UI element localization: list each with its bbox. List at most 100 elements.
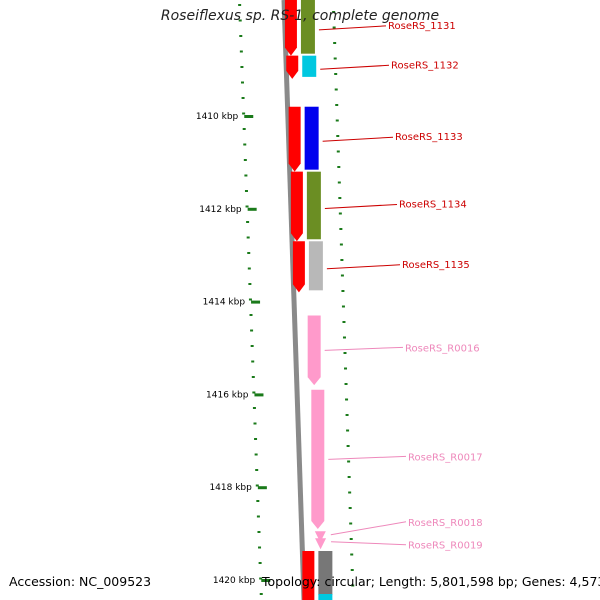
minor-tick <box>253 422 257 425</box>
cog-block <box>306 171 321 240</box>
feature-arrows <box>284 0 333 600</box>
minor-tick <box>238 19 242 22</box>
feature-label: RoseRS_1133 <box>395 132 463 143</box>
inner-tick <box>336 150 340 153</box>
inner-tick <box>334 88 338 91</box>
minor-tick <box>258 546 262 549</box>
minor-tick <box>239 35 243 37</box>
label-leader <box>324 203 398 209</box>
minor-tick <box>256 515 260 518</box>
cog-block-partial <box>318 551 333 595</box>
cog-block-partial <box>318 594 333 600</box>
inner-tick <box>348 507 352 509</box>
inner-tick <box>345 414 349 416</box>
feature-label: RoseRS_R0016 <box>405 343 480 354</box>
minor-tick <box>241 97 245 99</box>
inner-tick <box>342 336 346 339</box>
major-tick <box>247 207 257 211</box>
inner-tick <box>345 398 349 401</box>
inner-tick <box>341 305 345 308</box>
minor-tick <box>250 329 254 332</box>
cog-block <box>308 241 323 291</box>
cds-arrow <box>284 0 297 56</box>
major-tick <box>261 579 271 582</box>
minor-tick <box>255 484 259 487</box>
cds-arrow <box>290 171 303 242</box>
label-leader <box>330 521 407 536</box>
minor-tick <box>247 252 251 254</box>
minor-tick <box>250 345 254 347</box>
label-leader <box>320 64 390 70</box>
cog-block <box>300 0 315 54</box>
major-tick <box>257 486 267 490</box>
inner-tick <box>340 259 344 261</box>
inner-tick <box>334 73 338 75</box>
minor-tick <box>251 376 255 378</box>
inner-tick <box>340 274 344 277</box>
label-leader <box>324 346 404 351</box>
inner-tick <box>347 476 351 478</box>
minor-tick <box>251 360 255 363</box>
minor-tick <box>248 283 252 285</box>
inner-tick <box>339 228 343 230</box>
accession-text: Accession: NC_009523 <box>9 574 152 589</box>
minor-tick <box>247 267 251 270</box>
inner-tick <box>342 321 346 323</box>
axis-label: 1410 kbp <box>196 112 239 122</box>
minor-tick <box>254 438 258 440</box>
feature-labels: RoseRS_1131 RoseRS_1132 RoseRS_1133 RoseRS_… <box>318 21 483 552</box>
minor-tick <box>242 112 246 115</box>
minor-tick <box>257 531 261 533</box>
cog-block <box>302 55 317 77</box>
inner-tick <box>344 367 348 370</box>
label-leader <box>326 264 401 270</box>
minor-tick <box>248 298 252 301</box>
cog-block <box>304 106 319 170</box>
minor-tick <box>240 66 244 68</box>
cds-arrow <box>292 241 305 293</box>
inner-tick <box>350 553 354 556</box>
feature-label: RoseRS_1134 <box>399 199 467 210</box>
axis-label: 1414 kbp <box>203 298 246 308</box>
backbone <box>281 0 307 600</box>
feature-label: RoseRS_R0019 <box>408 541 483 552</box>
topology-text: Topology: circular; Length: 5,801,598 bp… <box>262 574 600 589</box>
backbone-arc <box>281 0 307 600</box>
minor-tick <box>246 236 250 239</box>
feature-label: RoseRS_R0017 <box>408 452 483 463</box>
inner-tick <box>338 197 342 199</box>
rna-arrow <box>307 315 321 386</box>
cds-arrow <box>288 106 301 172</box>
feature-label: RoseRS_R0018 <box>408 518 483 529</box>
label-leader <box>318 25 387 31</box>
major-tick <box>254 393 264 397</box>
minor-tick <box>252 391 256 394</box>
inner-tick <box>351 584 355 587</box>
axis-label: 1420 kbp <box>213 576 256 586</box>
cds-arrow-partial <box>302 551 315 600</box>
inner-tick <box>332 11 336 13</box>
feature-label: RoseRS_1135 <box>402 260 470 271</box>
minor-tick <box>256 500 260 502</box>
major-tick <box>244 115 254 118</box>
inner-tick <box>349 538 353 540</box>
inner-tick <box>339 243 343 246</box>
minor-tick <box>254 453 258 456</box>
inner-tick <box>344 383 348 385</box>
feature-label: RoseRS_1131 <box>388 21 456 32</box>
inner-tick <box>350 569 354 571</box>
map-title: Roseiflexus sp. RS-1, complete genome <box>160 8 440 24</box>
inner-tick <box>335 104 339 106</box>
inner-tick <box>335 119 339 122</box>
minor-tick <box>238 4 242 6</box>
axis-labels: 1410 kbp 1412 kbp 1414 kbp 1416 kbp 1418 kbp… <box>196 112 256 586</box>
label-leader <box>328 455 407 460</box>
minor-tick <box>255 469 259 471</box>
inner-tick <box>341 290 345 292</box>
inner-tick <box>337 166 341 168</box>
minor-tick <box>244 174 248 177</box>
minor-tick <box>242 128 246 130</box>
minor-tick <box>239 50 243 53</box>
inner-tick <box>348 491 352 494</box>
